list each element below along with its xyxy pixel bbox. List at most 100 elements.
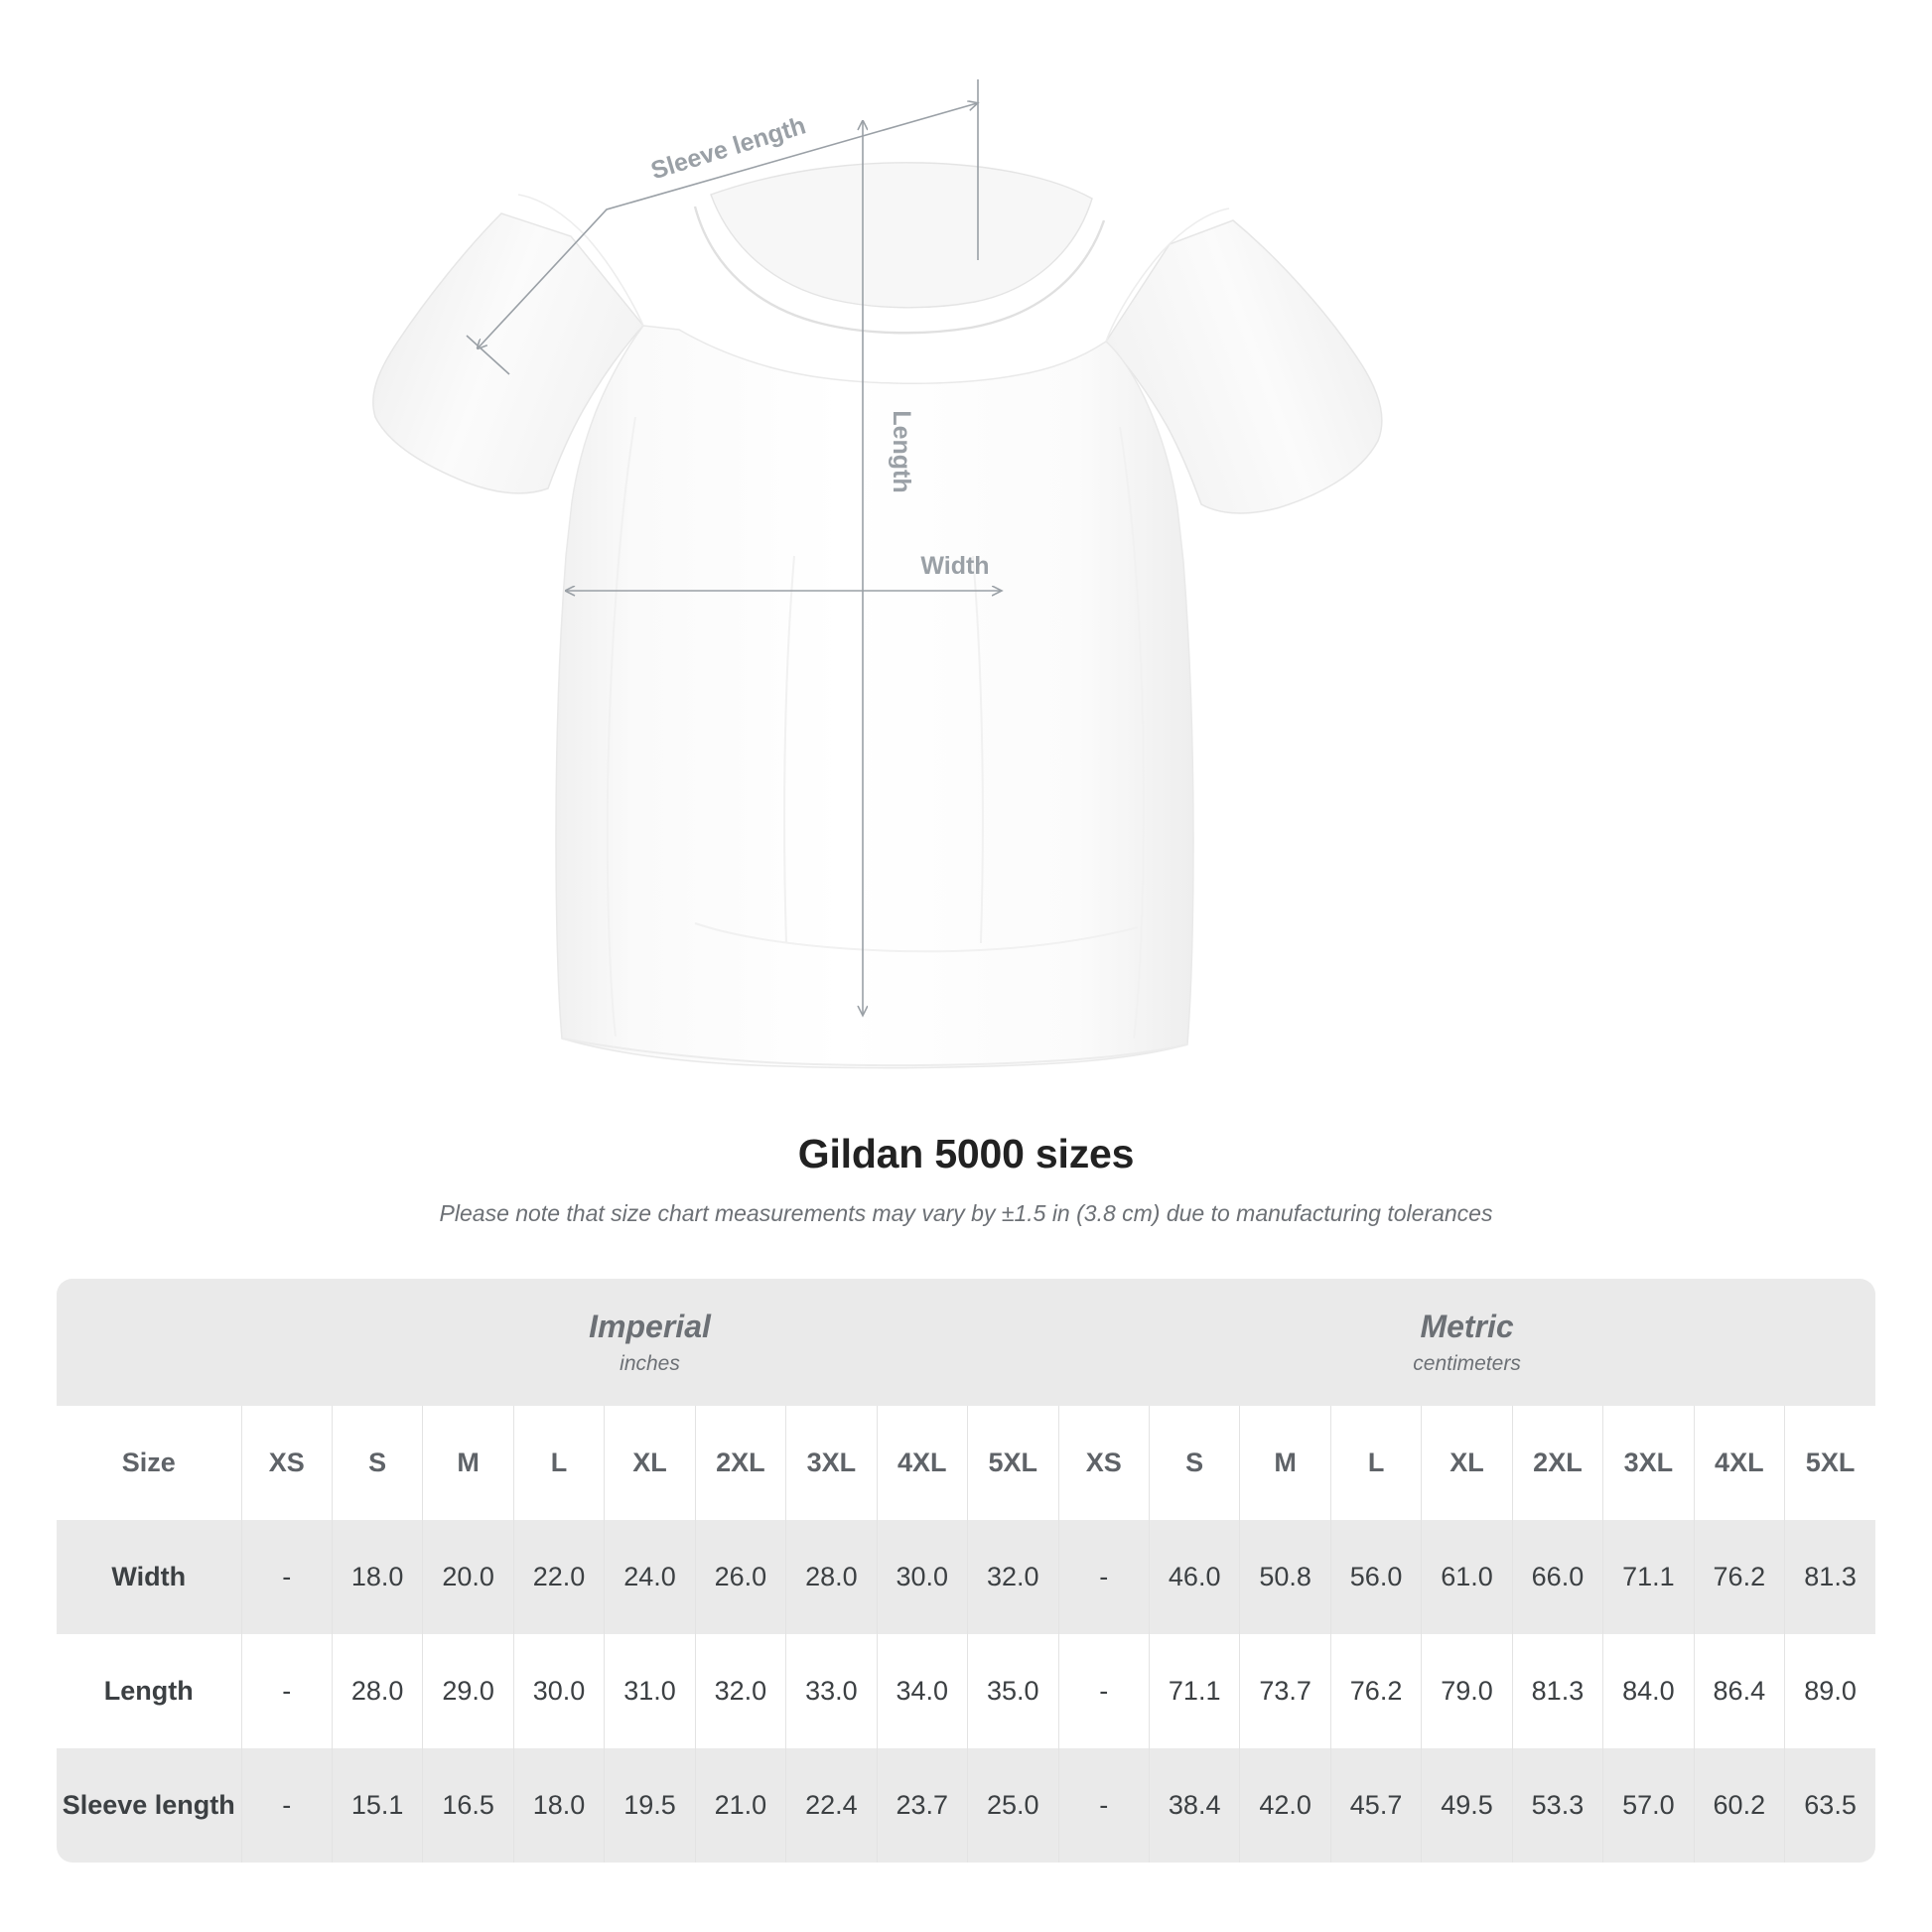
cell-width-metric-3xl: 71.1 xyxy=(1602,1520,1695,1634)
cell-length-imperial-3xl: 33.0 xyxy=(785,1634,878,1748)
cell-length-metric-xs: - xyxy=(1057,1634,1150,1748)
width-annotation-label: Width xyxy=(920,552,989,580)
unit-system-unit: centimeters xyxy=(1413,1352,1521,1376)
unit-system-header-imperial: Imperial inches xyxy=(241,1279,1059,1406)
size-header-metric-xl: XL xyxy=(1421,1406,1513,1520)
cell-width-metric-2xl: 66.0 xyxy=(1511,1520,1603,1634)
cell-width-metric-l: 56.0 xyxy=(1329,1520,1422,1634)
cell-sleeve-length-imperial-4xl: 23.7 xyxy=(876,1748,968,1863)
size-header-metric-xs: XS xyxy=(1057,1406,1150,1520)
cell-width-imperial-xs: - xyxy=(240,1520,333,1634)
size-header-metric-5xl: 5XL xyxy=(1784,1406,1876,1520)
size-header-metric-m: M xyxy=(1239,1406,1331,1520)
cell-length-imperial-s: 28.0 xyxy=(331,1634,423,1748)
size-header-metric-l: L xyxy=(1329,1406,1422,1520)
cell-width-imperial-4xl: 30.0 xyxy=(876,1520,968,1634)
cell-sleeve-length-metric-3xl: 57.0 xyxy=(1602,1748,1695,1863)
size-header-metric-2xl: 2XL xyxy=(1511,1406,1603,1520)
size-header-imperial-4xl: 4XL xyxy=(876,1406,968,1520)
unit-header-spacer xyxy=(57,1279,241,1406)
chart-header: Gildan 5000 sizes Please note that size … xyxy=(0,1131,1932,1228)
cell-width-metric-xl: 61.0 xyxy=(1421,1520,1513,1634)
unit-system-unit: inches xyxy=(620,1352,680,1376)
cell-sleeve-length-imperial-s: 15.1 xyxy=(331,1748,423,1863)
cell-length-imperial-xl: 31.0 xyxy=(604,1634,696,1748)
cell-sleeve-length-metric-xs: - xyxy=(1057,1748,1150,1863)
size-header-imperial-5xl: 5XL xyxy=(967,1406,1059,1520)
size-header-imperial-l: L xyxy=(512,1406,605,1520)
cell-width-metric-s: 46.0 xyxy=(1148,1520,1240,1634)
cell-width-imperial-l: 22.0 xyxy=(512,1520,605,1634)
cell-sleeve-length-imperial-5xl: 25.0 xyxy=(967,1748,1059,1863)
cell-length-metric-s: 71.1 xyxy=(1148,1634,1240,1748)
unit-system-header-metric: Metric centimeters xyxy=(1058,1279,1876,1406)
cell-sleeve-length-metric-s: 38.4 xyxy=(1148,1748,1240,1863)
cell-sleeve-length-imperial-3xl: 22.4 xyxy=(785,1748,878,1863)
cell-length-metric-5xl: 89.0 xyxy=(1784,1634,1876,1748)
cell-sleeve-length-imperial-m: 16.5 xyxy=(422,1748,514,1863)
unit-system-name: Metric xyxy=(1420,1308,1514,1344)
unit-system-header-row: Imperial inches Metric centimeters xyxy=(57,1279,1876,1406)
cell-sleeve-length-metric-5xl: 63.5 xyxy=(1784,1748,1876,1863)
cell-length-imperial-m: 29.0 xyxy=(422,1634,514,1748)
cell-width-imperial-m: 20.0 xyxy=(422,1520,514,1634)
size-header-imperial-3xl: 3XL xyxy=(785,1406,878,1520)
size-header-metric-3xl: 3XL xyxy=(1602,1406,1695,1520)
row-label-sleeve-length: Sleeve length xyxy=(57,1748,241,1863)
size-header-row: Size XS S M L XL 2XL 3XL 4XL 5XL XS S M L XL 2XL 3XL 4XL 5… xyxy=(57,1406,1876,1520)
tshirt-diagram-area: Sleeve length Length Width xyxy=(372,79,1383,1069)
tshirt-fabric-folds xyxy=(606,416,1146,1039)
cell-length-metric-4xl: 86.4 xyxy=(1693,1634,1785,1748)
tshirt-body xyxy=(555,325,1194,1069)
row-label-width: Width xyxy=(57,1520,241,1634)
size-header-imperial-m: M xyxy=(422,1406,514,1520)
cell-length-metric-xl: 79.0 xyxy=(1421,1634,1513,1748)
unit-system-name: Imperial xyxy=(589,1308,711,1344)
size-header-imperial-2xl: 2XL xyxy=(694,1406,786,1520)
sleeve-length-dimension xyxy=(466,79,978,375)
size-header-metric-4xl: 4XL xyxy=(1693,1406,1785,1520)
cell-length-metric-l: 76.2 xyxy=(1329,1634,1422,1748)
cell-sleeve-length-metric-4xl: 60.2 xyxy=(1693,1748,1785,1863)
cell-width-imperial-s: 18.0 xyxy=(331,1520,423,1634)
size-header-imperial-xl: XL xyxy=(604,1406,696,1520)
cell-sleeve-length-metric-m: 42.0 xyxy=(1239,1748,1331,1863)
size-chart-table: Imperial inches Metric centimeters Size XS S M L… xyxy=(57,1279,1876,1863)
cell-length-imperial-2xl: 32.0 xyxy=(694,1634,786,1748)
page-title: Gildan 5000 sizes xyxy=(797,1131,1135,1176)
cell-width-metric-m: 50.8 xyxy=(1239,1520,1331,1634)
tshirt-hem xyxy=(561,1037,1188,1067)
cell-sleeve-length-imperial-l: 18.0 xyxy=(512,1748,605,1863)
cell-length-imperial-l: 30.0 xyxy=(512,1634,605,1748)
cell-sleeve-length-imperial-xs: - xyxy=(240,1748,333,1863)
cell-width-metric-xs: - xyxy=(1057,1520,1150,1634)
cell-length-metric-2xl: 81.3 xyxy=(1511,1634,1603,1748)
cell-length-imperial-4xl: 34.0 xyxy=(876,1634,968,1748)
size-header-imperial-s: S xyxy=(331,1406,423,1520)
tshirt-collar-inner xyxy=(710,162,1093,309)
cell-length-metric-m: 73.7 xyxy=(1239,1634,1331,1748)
cell-sleeve-length-imperial-xl: 19.5 xyxy=(604,1748,696,1863)
cell-sleeve-length-imperial-2xl: 21.0 xyxy=(694,1748,786,1863)
cell-width-imperial-xl: 24.0 xyxy=(604,1520,696,1634)
cell-length-metric-3xl: 84.0 xyxy=(1602,1634,1695,1748)
table-row: Sleeve length -15.1 16.5 18.0 19.5 21.0 22.4 23… xyxy=(57,1748,1876,1863)
row-label-length: Length xyxy=(57,1634,241,1748)
size-header-imperial-xs: XS xyxy=(240,1406,333,1520)
tolerance-note: Please note that size chart measurements… xyxy=(439,1200,1493,1227)
cell-sleeve-length-metric-xl: 49.5 xyxy=(1421,1748,1513,1863)
cell-width-metric-4xl: 76.2 xyxy=(1693,1520,1785,1634)
tshirt-right-sleeve xyxy=(1105,219,1383,514)
size-header-metric-s: S xyxy=(1148,1406,1240,1520)
table-row: Length -28.0 29.0 30.0 31.0 32.0 33.0 34.0 35.0-… xyxy=(57,1634,1876,1748)
tshirt-right-shoulder-seam xyxy=(1105,207,1230,343)
size-chart-table-wrap: Imperial inches Metric centimeters Size XS S M L… xyxy=(57,1279,1876,1863)
cell-length-imperial-xs: - xyxy=(240,1634,333,1748)
cell-width-imperial-3xl: 28.0 xyxy=(785,1520,878,1634)
size-column-header: Size xyxy=(57,1406,241,1520)
tshirt-illustration: Sleeve length Length Width xyxy=(372,79,1383,1069)
cell-sleeve-length-metric-l: 45.7 xyxy=(1329,1748,1422,1863)
length-annotation-label: Length xyxy=(888,410,915,492)
table-row: Width -18.0 20.0 22.0 24.0 26.0 28.0 30.0 32.0-4… xyxy=(57,1520,1876,1634)
cell-width-metric-5xl: 81.3 xyxy=(1784,1520,1876,1634)
